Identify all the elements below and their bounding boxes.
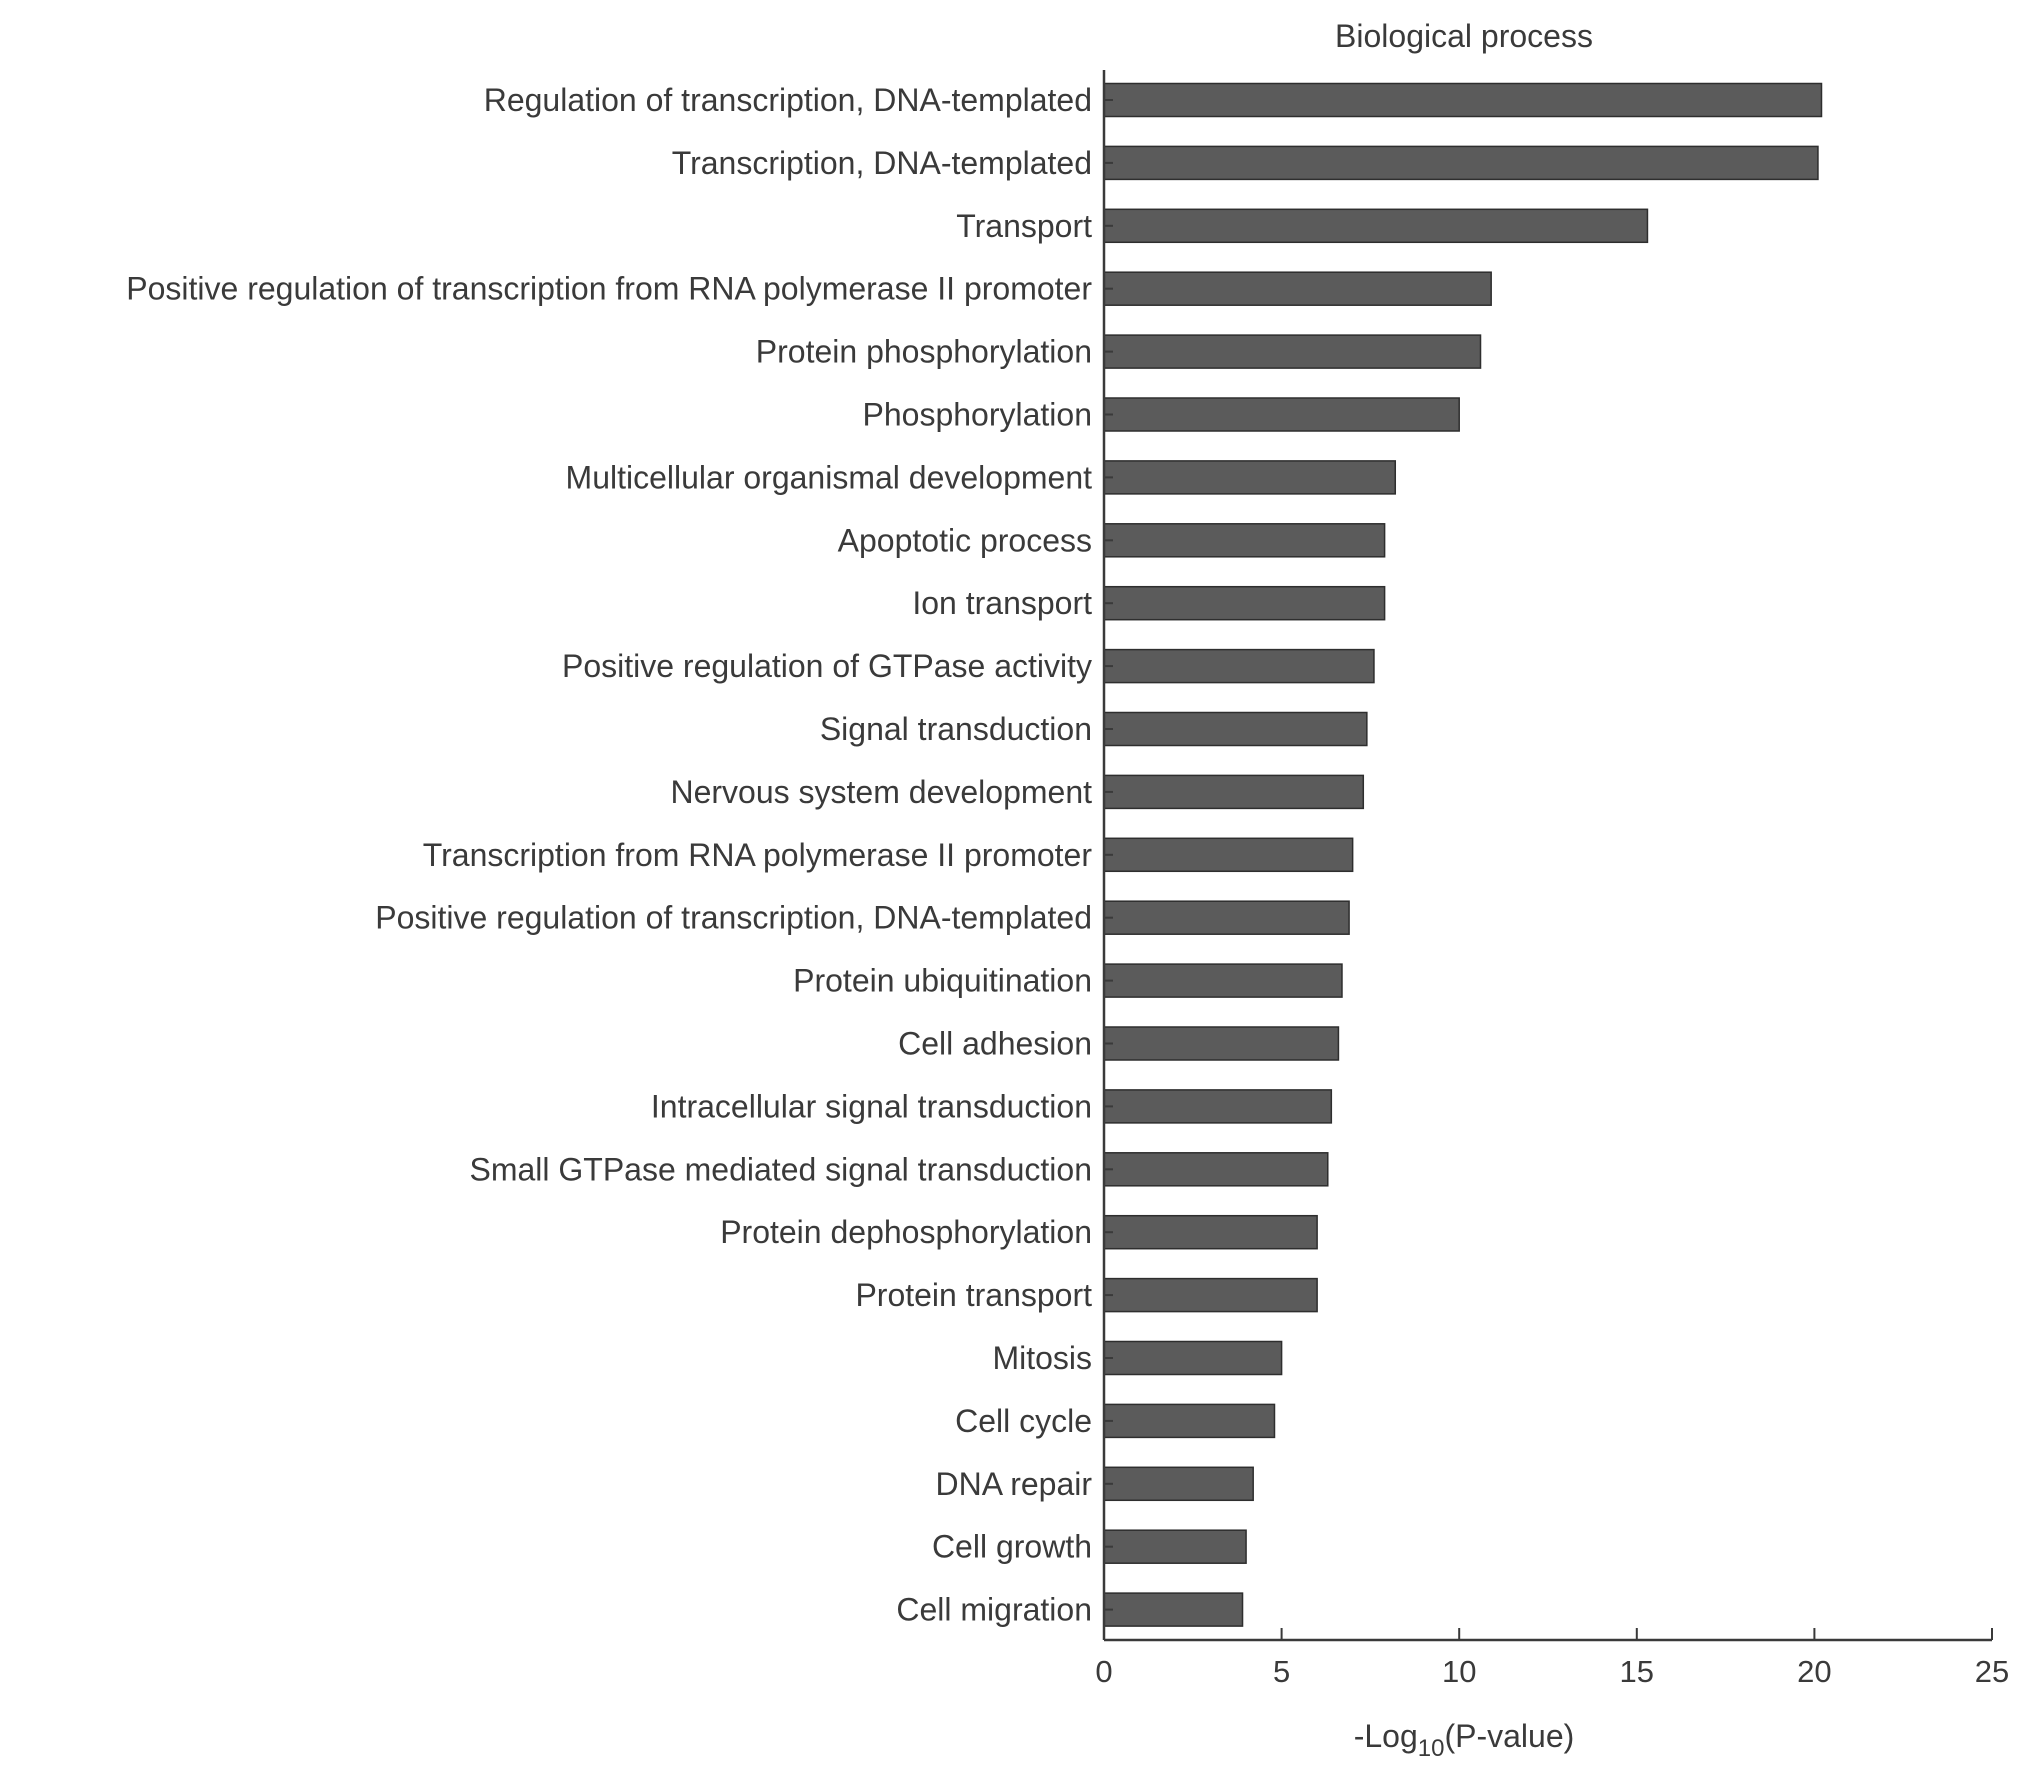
bar — [1103, 711, 1368, 747]
x-tick-label: 0 — [1095, 1654, 1112, 1689]
bar — [1103, 900, 1350, 935]
bar — [1103, 145, 1819, 181]
bar — [1103, 837, 1354, 873]
category-label: Positive regulation of GTPase activity — [562, 648, 1092, 684]
category-label: Protein phosphorylation — [756, 334, 1092, 370]
bar — [1103, 1403, 1276, 1439]
bar — [1103, 460, 1397, 495]
bar — [1103, 271, 1492, 306]
bar — [1103, 963, 1343, 998]
x-tick-label: 15 — [1620, 1654, 1654, 1689]
category-label: Phosphorylation — [863, 397, 1092, 433]
category-label: Nervous system development — [670, 774, 1092, 810]
bar — [1103, 523, 1386, 558]
category-label: Ion transport — [912, 585, 1092, 621]
category-label: Regulation of transcription, DNA-templat… — [484, 82, 1092, 118]
x-tick-label: 10 — [1442, 1654, 1476, 1689]
bar — [1103, 1152, 1329, 1187]
bar — [1103, 648, 1375, 684]
category-labels-group: Regulation of transcription, DNA-templat… — [126, 82, 1092, 1628]
category-label: Mitosis — [992, 1340, 1092, 1376]
category-label: Positive regulation of transcription fro… — [126, 271, 1092, 307]
category-label: Protein ubiquitination — [793, 963, 1092, 999]
y-axis-ticks-group — [1104, 99, 1113, 1611]
bars-group — [1103, 82, 1823, 1627]
bar — [1103, 1214, 1318, 1250]
category-label: Apoptotic process — [838, 522, 1092, 558]
category-label: Transport — [956, 208, 1092, 244]
bar — [1103, 1466, 1254, 1502]
category-label: Cell adhesion — [898, 1026, 1092, 1062]
category-label: Transcription from RNA polymerase II pro… — [423, 837, 1093, 873]
x-tick-label: 20 — [1797, 1654, 1831, 1689]
bar — [1103, 334, 1482, 369]
bar — [1103, 82, 1823, 118]
bar — [1103, 774, 1365, 810]
x-axis-ticks-group: 0 5 10 15 20 25 — [1095, 1628, 2009, 1689]
x-axis-title-prefix: -Log — [1354, 1718, 1418, 1754]
bar — [1103, 208, 1649, 244]
category-label: Intracellular signal transduction — [651, 1088, 1092, 1124]
chart-title: Biological process — [1335, 18, 1593, 54]
category-label: DNA repair — [936, 1466, 1093, 1502]
category-label: Small GTPase mediated signal transductio… — [469, 1151, 1092, 1187]
bar — [1103, 1592, 1244, 1627]
x-axis-title: -Log10(P-value) — [1354, 1718, 1575, 1762]
bar — [1103, 585, 1386, 621]
bar — [1103, 1277, 1318, 1313]
category-label: Positive regulation of transcription, DN… — [375, 900, 1092, 936]
bar — [1103, 1340, 1283, 1376]
category-label: Multicellular organismal development — [566, 459, 1093, 495]
bar — [1103, 1026, 1340, 1061]
bar — [1103, 397, 1460, 432]
category-label: Protein transport — [855, 1277, 1092, 1313]
bar — [1103, 1089, 1333, 1124]
x-tick-label: 5 — [1273, 1654, 1290, 1689]
category-label: Signal transduction — [820, 711, 1092, 747]
x-axis-title-suffix: (P-value) — [1444, 1718, 1574, 1754]
category-label: Cell growth — [932, 1529, 1092, 1565]
x-tick-label: 25 — [1975, 1654, 2009, 1689]
category-label: Cell migration — [896, 1592, 1092, 1628]
category-label: Transcription, DNA-templated — [672, 145, 1092, 181]
x-axis-title-subscript: 10 — [1418, 1735, 1445, 1762]
category-label: Protein dephosphorylation — [720, 1214, 1092, 1250]
bar — [1103, 1529, 1247, 1564]
category-label: Cell cycle — [955, 1403, 1092, 1439]
